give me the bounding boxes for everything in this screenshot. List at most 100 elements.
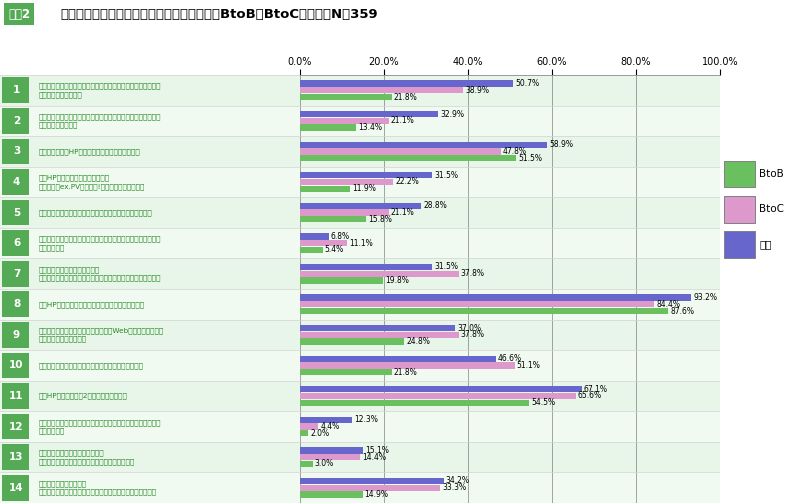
Text: 13: 13 bbox=[10, 452, 24, 462]
Bar bbox=[2, 200, 29, 225]
Bar bbox=[300, 216, 366, 222]
Bar bbox=[300, 381, 720, 411]
Text: 28.8%: 28.8% bbox=[423, 201, 447, 210]
Bar bbox=[2, 444, 29, 470]
Text: 24.8%: 24.8% bbox=[406, 337, 430, 346]
Text: 13.4%: 13.4% bbox=[358, 123, 382, 132]
Bar bbox=[0, 381, 300, 411]
Bar bbox=[300, 111, 438, 117]
Bar bbox=[300, 325, 455, 331]
Text: 3.0%: 3.0% bbox=[314, 459, 334, 468]
Bar bbox=[0, 472, 300, 503]
Text: 2.0%: 2.0% bbox=[310, 429, 330, 438]
Text: 37.8%: 37.8% bbox=[461, 269, 485, 278]
Text: 67.1%: 67.1% bbox=[584, 385, 608, 394]
Text: 19.8%: 19.8% bbox=[386, 276, 409, 285]
Bar bbox=[300, 136, 720, 166]
Bar bbox=[300, 362, 514, 369]
Text: 4.4%: 4.4% bbox=[321, 422, 340, 431]
Text: 6.8%: 6.8% bbox=[330, 232, 350, 241]
Text: ニュースリリース発信の際は、
ワイヤーサービス（電子的情報発信システム）を利用している: ニュースリリース発信の際は、 ワイヤーサービス（電子的情報発信システム）を利用し… bbox=[39, 266, 162, 281]
Text: 8: 8 bbox=[13, 299, 20, 309]
Text: 11.9%: 11.9% bbox=[352, 184, 376, 193]
Bar bbox=[723, 196, 754, 223]
Text: 7: 7 bbox=[13, 269, 20, 279]
Bar bbox=[300, 228, 720, 259]
Text: 37.8%: 37.8% bbox=[461, 330, 485, 340]
Text: 21.8%: 21.8% bbox=[394, 368, 418, 377]
Bar bbox=[0, 411, 300, 442]
Bar bbox=[2, 108, 29, 134]
Text: 11: 11 bbox=[10, 391, 24, 401]
Text: 14.9%: 14.9% bbox=[365, 490, 389, 499]
Text: 15.1%: 15.1% bbox=[366, 446, 390, 455]
Bar bbox=[300, 209, 389, 216]
Bar bbox=[2, 322, 29, 348]
Bar bbox=[300, 454, 361, 460]
Text: 21.8%: 21.8% bbox=[394, 93, 418, 102]
Text: 51.1%: 51.1% bbox=[517, 361, 541, 370]
Text: 9: 9 bbox=[13, 330, 20, 340]
Bar bbox=[300, 94, 391, 100]
Bar bbox=[2, 139, 29, 164]
Bar bbox=[300, 87, 463, 94]
Bar bbox=[300, 356, 496, 362]
Bar bbox=[2, 383, 29, 409]
Bar bbox=[300, 308, 668, 314]
Bar bbox=[2, 261, 29, 287]
Text: BtoC: BtoC bbox=[759, 204, 785, 214]
Text: ソーシャルメディア用の
運用ガイドラインやリスク対応マニュアルが整備されている: ソーシャルメディア用の 運用ガイドラインやリスク対応マニュアルが整備されている bbox=[39, 480, 157, 495]
Text: 5.4%: 5.4% bbox=[325, 245, 344, 255]
Bar bbox=[300, 271, 458, 277]
Text: 14: 14 bbox=[9, 483, 24, 493]
Text: 31.5%: 31.5% bbox=[434, 263, 458, 272]
Bar bbox=[723, 231, 754, 258]
Text: 自社で運用するHPサイト等の効果を分析している: 自社で運用するHPサイト等の効果を分析している bbox=[39, 148, 141, 155]
Bar bbox=[300, 75, 720, 106]
Bar bbox=[300, 141, 547, 148]
Bar bbox=[0, 350, 300, 381]
Bar bbox=[300, 416, 352, 423]
Bar bbox=[300, 124, 356, 131]
Text: 15.8%: 15.8% bbox=[369, 215, 392, 224]
Bar bbox=[300, 294, 691, 301]
Text: 22.2%: 22.2% bbox=[395, 178, 419, 187]
Bar bbox=[0, 228, 300, 259]
Text: BtoB: BtoB bbox=[759, 169, 784, 179]
Bar bbox=[0, 106, 300, 136]
Text: 5: 5 bbox=[13, 208, 20, 218]
Bar bbox=[0, 166, 300, 197]
Bar bbox=[300, 289, 720, 319]
Bar bbox=[300, 478, 444, 484]
Bar bbox=[300, 166, 720, 197]
Bar bbox=[300, 461, 313, 467]
Bar bbox=[300, 148, 501, 154]
Text: オンラインプレスルームなどメディア専用の自社ウェブサイト
を持っている: オンラインプレスルームなどメディア専用の自社ウェブサイト を持っている bbox=[39, 419, 162, 434]
Text: 46.6%: 46.6% bbox=[498, 354, 522, 363]
Bar bbox=[300, 424, 318, 430]
Bar bbox=[300, 80, 513, 87]
Bar bbox=[0, 136, 300, 166]
Text: 3: 3 bbox=[13, 146, 20, 156]
Text: 12: 12 bbox=[10, 422, 24, 432]
Bar bbox=[300, 203, 421, 209]
Bar bbox=[0, 197, 300, 228]
Bar bbox=[300, 430, 308, 437]
Text: 図表2: 図表2 bbox=[8, 8, 30, 21]
Bar bbox=[2, 475, 29, 500]
Text: 47.8%: 47.8% bbox=[503, 147, 527, 156]
Text: ソーシャルメディアやウェブ上で自社に関するモニタリングを
継続的に実施している: ソーシャルメディアやウェブ上で自社に関するモニタリングを 継続的に実施している bbox=[39, 82, 162, 98]
Bar bbox=[0, 442, 300, 472]
Text: 31.5%: 31.5% bbox=[434, 171, 458, 180]
Bar bbox=[300, 350, 720, 381]
Text: 50.7%: 50.7% bbox=[515, 79, 539, 88]
Text: 10: 10 bbox=[10, 361, 24, 370]
Text: 両方: 両方 bbox=[759, 239, 772, 249]
Bar bbox=[300, 246, 322, 253]
Bar bbox=[300, 179, 394, 185]
Text: 33.3%: 33.3% bbox=[442, 483, 466, 492]
Bar bbox=[2, 353, 29, 378]
Bar bbox=[300, 155, 516, 161]
Bar bbox=[2, 77, 29, 103]
Bar bbox=[300, 386, 582, 392]
